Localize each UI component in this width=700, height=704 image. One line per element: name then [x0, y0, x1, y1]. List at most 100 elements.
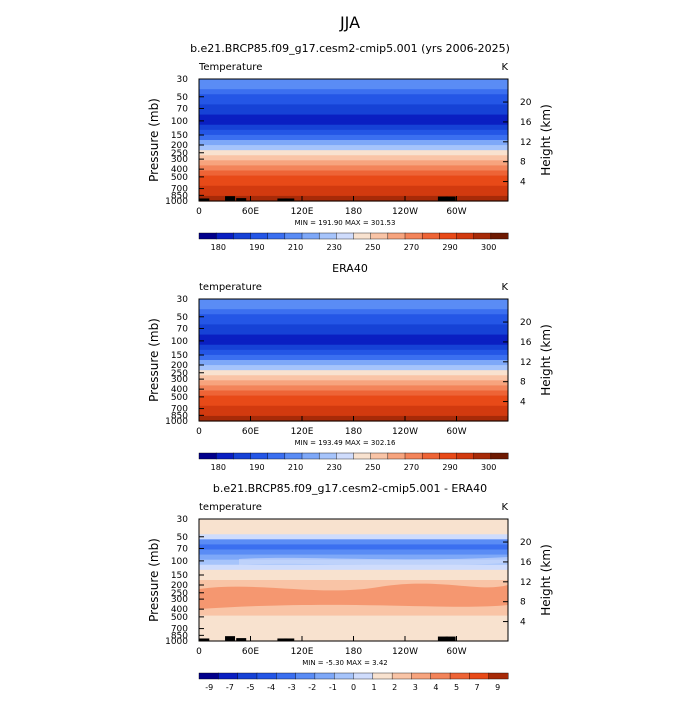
- contour-band: [199, 185, 508, 192]
- contour-band: [199, 574, 508, 581]
- y-axis-title: Pressure (mb): [147, 538, 161, 622]
- chart-panel-3: b.e21.BRCP85.f09_g17.cesm2-cmip5.001 - E…: [147, 482, 553, 692]
- pressure-tick-label: 700: [171, 405, 188, 415]
- contour-band: [199, 620, 508, 627]
- colorbar-box: [198, 452, 217, 460]
- colorbar-label: 300: [481, 463, 496, 472]
- colorbar-label: 210: [288, 463, 303, 472]
- topography-mark: [199, 638, 210, 641]
- pressure-tick-label: 250: [171, 369, 188, 379]
- colorbar-label: -5: [247, 683, 255, 692]
- pressure-tick-label: 300: [171, 155, 188, 165]
- pressure-tick-label: 500: [171, 393, 188, 403]
- contour-band: [199, 410, 508, 417]
- pressure-tick-label: 50: [177, 93, 189, 103]
- topography-mark: [284, 638, 295, 641]
- contour-band: [199, 365, 508, 371]
- height-tick-label: 16: [520, 118, 532, 128]
- contour-band: [199, 160, 508, 167]
- colorbar-box: [439, 232, 458, 240]
- contour-band: [199, 314, 508, 320]
- pressure-tick-label: 1000: [165, 417, 188, 427]
- units-label: K: [501, 282, 508, 293]
- panel-title: b.e21.BRCP85.f09_g17.cesm2-cmip5.001 (yr…: [190, 42, 510, 55]
- lon-tick-label: 60E: [242, 427, 259, 437]
- pressure-tick-label: 100: [171, 117, 188, 127]
- pressure-tick-label: 30: [177, 295, 189, 305]
- contour-band: [199, 610, 508, 617]
- colorbar-box: [370, 232, 389, 240]
- contour-band: [199, 89, 508, 95]
- colorbar-label: 180: [211, 463, 226, 472]
- colorbar-box: [490, 452, 509, 460]
- height-tick-label: 16: [520, 558, 532, 568]
- colorbar-box: [314, 672, 335, 680]
- lon-tick-label: 180: [345, 647, 362, 657]
- contour-band: [199, 385, 508, 392]
- topography-mark: [445, 196, 456, 201]
- colorbar-label: -9: [205, 683, 213, 692]
- height-tick-label: 4: [520, 618, 526, 628]
- colorbar-box: [421, 232, 440, 240]
- height-tick-label: 8: [520, 158, 526, 168]
- contour-band: [199, 145, 508, 151]
- colorbar-label: 270: [404, 243, 419, 252]
- colorbar-box: [404, 452, 423, 460]
- height-tick-label: 20: [520, 318, 532, 328]
- colorbar-label: -1: [329, 683, 337, 692]
- pressure-tick-label: 700: [171, 625, 188, 635]
- page-title: JJA: [339, 13, 360, 32]
- colorbar-label: -3: [288, 683, 296, 692]
- lon-tick-label: 120W: [392, 207, 418, 217]
- colorbar-box: [421, 452, 440, 460]
- pressure-tick-label: 700: [171, 185, 188, 195]
- contour-band: [199, 150, 508, 156]
- colorbar-label: -2: [308, 683, 316, 692]
- colorbar-box: [301, 232, 320, 240]
- pressure-tick-label: 500: [171, 173, 188, 183]
- contour-band: [199, 99, 508, 106]
- height-tick-label: 4: [520, 398, 526, 408]
- lon-tick-label: 120E: [291, 207, 314, 217]
- colorbar-box: [198, 232, 217, 240]
- contour-band: [199, 554, 508, 561]
- colorbar-label: 300: [481, 243, 496, 252]
- lon-tick-label: 60W: [446, 647, 466, 657]
- lon-tick-label: 0: [196, 427, 202, 437]
- colorbar-label: 230: [327, 243, 342, 252]
- topography-mark: [445, 636, 456, 641]
- y-axis-title: Pressure (mb): [147, 98, 161, 182]
- colorbar-box: [411, 672, 432, 680]
- colorbar-label: 180: [211, 243, 226, 252]
- lon-tick-label: 60W: [446, 207, 466, 217]
- y-axis-title: Pressure (mb): [147, 318, 161, 402]
- contour-band: [199, 299, 508, 305]
- colorbar-box: [456, 452, 475, 460]
- pressure-tick-label: 250: [171, 149, 188, 159]
- contour-band: [199, 360, 508, 366]
- topography-mark: [236, 638, 247, 641]
- height-tick-label: 20: [520, 98, 532, 108]
- contour-band: [199, 84, 508, 90]
- contour-band: [199, 534, 508, 540]
- contour-band: [199, 585, 508, 591]
- contour-band: [199, 119, 508, 126]
- contour-band: [199, 334, 508, 341]
- colorbar-box: [456, 232, 475, 240]
- colorbar-box: [218, 672, 239, 680]
- colorbar-label: 270: [404, 463, 419, 472]
- colorbar-box: [404, 232, 423, 240]
- topography-mark: [277, 638, 288, 641]
- colorbar-label: 190: [249, 243, 264, 252]
- pressure-tick-label: 50: [177, 533, 189, 543]
- y-axis-right-title: Height (km): [539, 324, 553, 395]
- pressure-tick-label: 30: [177, 515, 189, 525]
- panel-title: b.e21.BRCP85.f09_g17.cesm2-cmip5.001 - E…: [213, 482, 487, 495]
- colorbar-box: [439, 452, 458, 460]
- pressure-tick-label: 150: [171, 571, 188, 581]
- colorbar-box: [318, 232, 337, 240]
- contour-band: [199, 124, 508, 131]
- colorbar-box: [353, 232, 372, 240]
- contour-band: [199, 134, 508, 141]
